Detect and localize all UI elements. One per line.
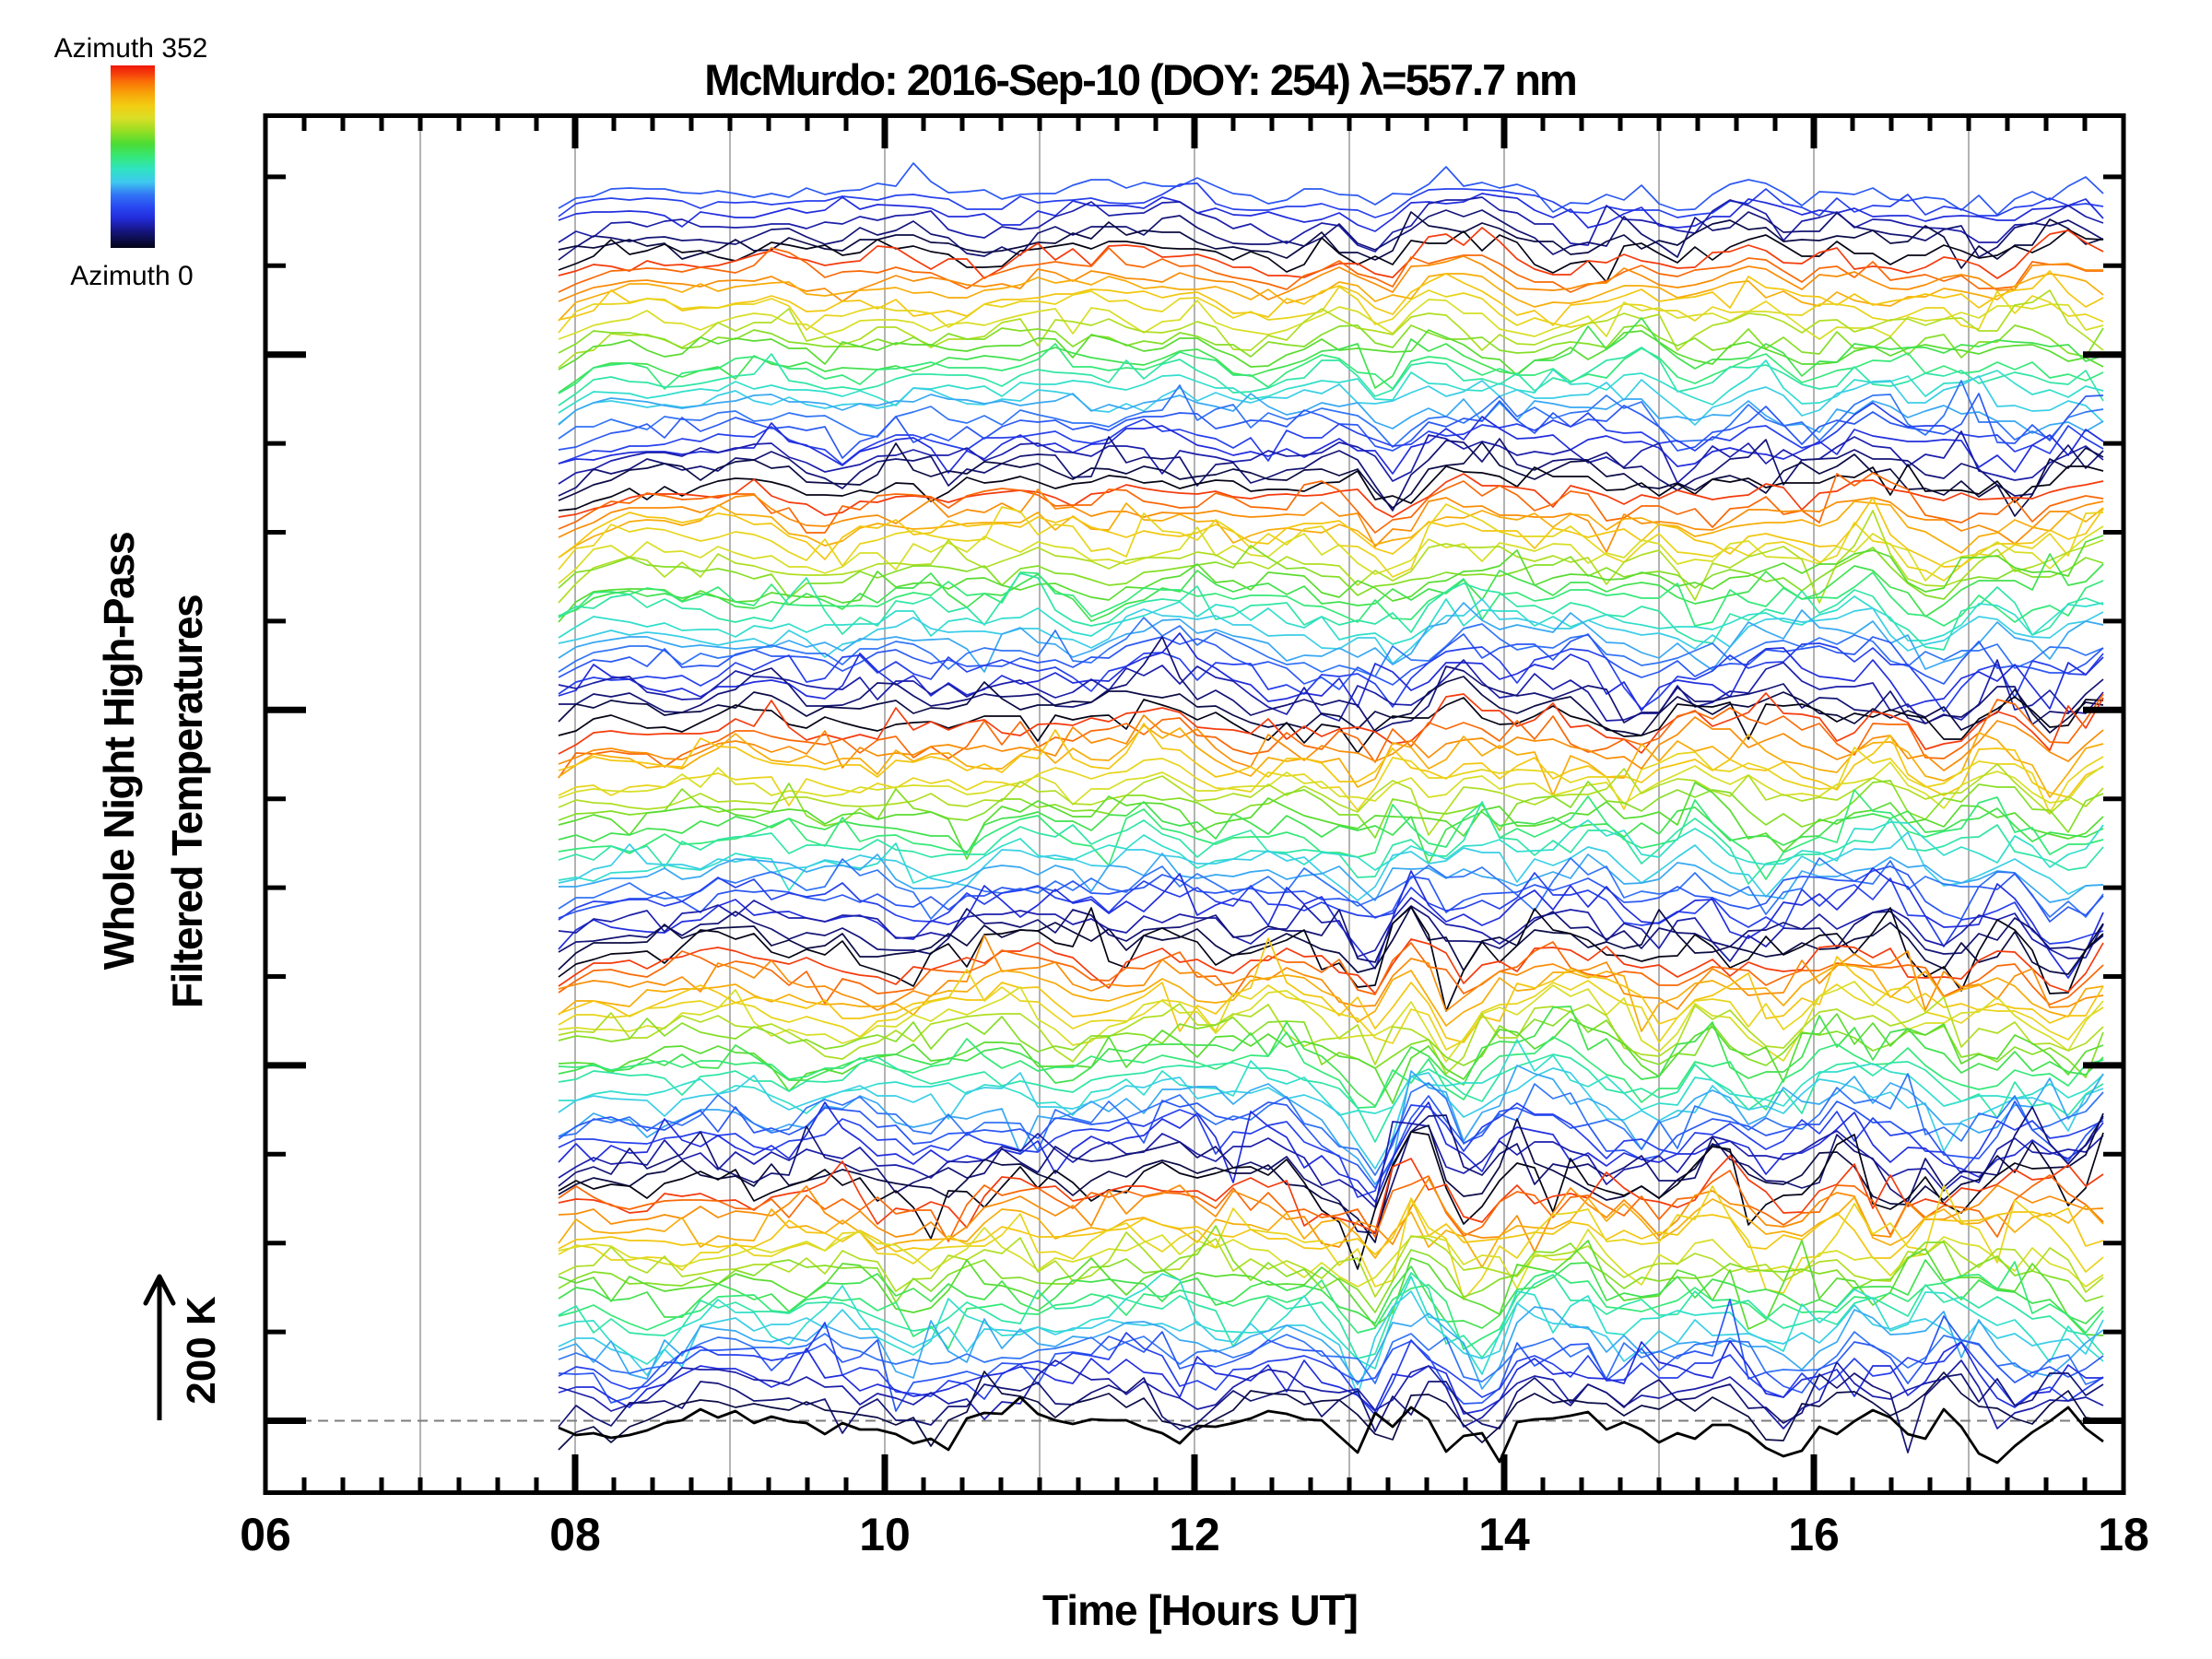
svg-text:Azimuth 0: Azimuth 0: [70, 261, 193, 291]
svg-text:10: 10: [859, 1509, 911, 1560]
svg-text:08: 08: [549, 1509, 601, 1560]
svg-text:06: 06: [240, 1509, 291, 1560]
svg-text:Azimuth 352: Azimuth 352: [54, 33, 208, 64]
svg-text:200 K: 200 K: [179, 1296, 224, 1405]
svg-text:Whole Night High-Pass: Whole Night High-Pass: [95, 533, 143, 971]
svg-text:14: 14: [1478, 1509, 1530, 1560]
svg-text:12: 12: [1169, 1509, 1220, 1560]
svg-text:16: 16: [1788, 1509, 1840, 1560]
svg-text:McMurdo: 2016-Sep-10 (DOY: 254: McMurdo: 2016-Sep-10 (DOY: 254) λ=557.7 …: [704, 55, 1576, 104]
svg-text:Filtered Temperatures: Filtered Temperatures: [163, 595, 211, 1008]
svg-text:18: 18: [2098, 1509, 2149, 1560]
svg-text:Time [Hours UT]: Time [Hours UT]: [1042, 1586, 1358, 1634]
